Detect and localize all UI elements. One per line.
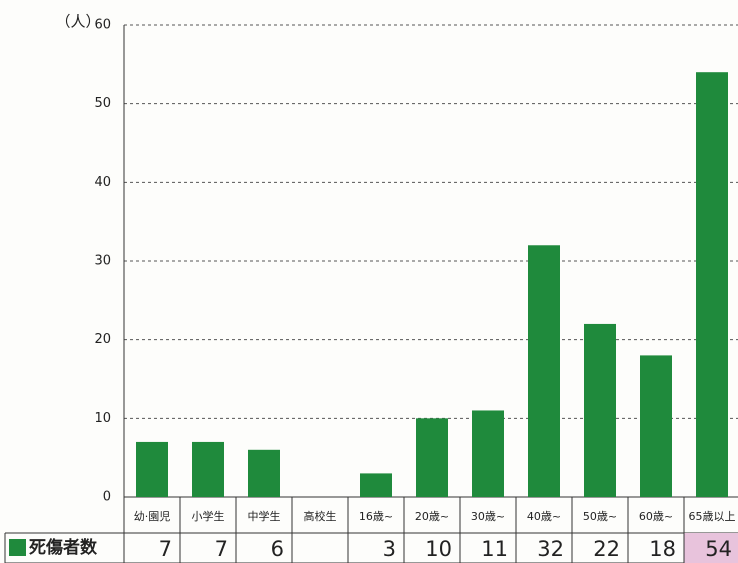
x-tick-label: 60歳~	[639, 510, 673, 523]
y-tick-label: 60	[94, 18, 111, 33]
bar	[248, 449, 280, 497]
table-value: 22	[593, 537, 620, 561]
bar	[640, 355, 672, 497]
x-tick-label: 65歳以上	[689, 510, 736, 523]
x-tick-label: 小学生	[192, 509, 225, 523]
legend-swatch	[9, 539, 26, 556]
y-tick-label: 50	[94, 96, 111, 111]
x-tick-label: 40歳~	[527, 510, 561, 523]
bar	[416, 418, 448, 497]
table-value: 54	[705, 537, 732, 561]
table-value: 32	[537, 537, 564, 561]
y-axis-label: （人）	[55, 13, 100, 31]
y-tick-label: 20	[94, 332, 111, 347]
highlight-cell	[684, 533, 738, 563]
legend-label: 死傷者数	[29, 537, 98, 558]
table-value: 7	[215, 537, 228, 561]
table-value: 7	[159, 537, 172, 561]
x-tick-label: 高校生	[304, 509, 337, 523]
y-tick-label: 30	[94, 254, 111, 269]
x-tick-label: 幼·園児	[134, 510, 171, 523]
table-value: 3	[383, 537, 396, 561]
table-value: 11	[481, 537, 508, 561]
x-tick-label: 中学生	[248, 509, 281, 523]
table-value: 6	[271, 537, 284, 561]
bar	[192, 441, 224, 497]
bar	[584, 323, 616, 497]
y-tick-label: 10	[94, 411, 111, 426]
x-tick-label: 30歳~	[471, 510, 505, 523]
bar	[696, 72, 728, 497]
bar	[528, 245, 560, 497]
y-tick-label: 40	[94, 175, 111, 190]
bar	[136, 441, 168, 497]
bar	[360, 473, 392, 497]
table-value: 18	[649, 537, 676, 561]
x-tick-label: 50歳~	[583, 510, 617, 523]
y-tick-label: 0	[103, 490, 111, 505]
x-tick-label: 16歳~	[359, 510, 393, 523]
table-value: 10	[425, 537, 452, 561]
x-tick-label: 20歳~	[415, 510, 449, 523]
bar	[472, 410, 504, 497]
